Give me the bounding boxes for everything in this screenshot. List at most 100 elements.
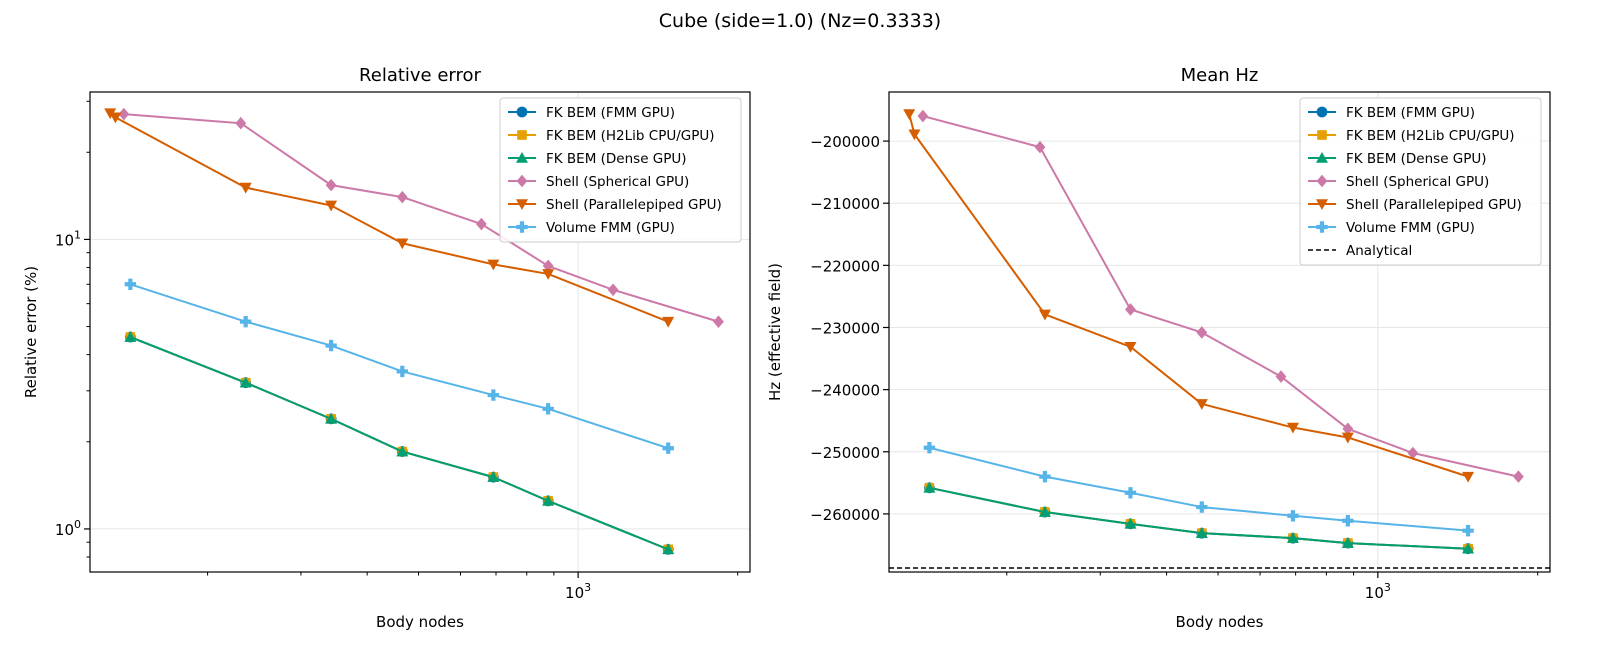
data-point (1341, 537, 1354, 548)
legend-entry: FK BEM (H2Lib CPU/GPU) (508, 128, 715, 144)
data-point (476, 217, 487, 231)
subplot-mean-hz: 103 −200000 −210000 −220000 −230000 −240000 −2… (766, 65, 1551, 631)
x-tick-exponent: 3 (1384, 581, 1391, 594)
legend-marker (1316, 174, 1328, 188)
data-point (396, 365, 409, 378)
data-point (1462, 524, 1474, 537)
y-tick-label: −220000 (810, 257, 880, 275)
legend-label: Shell (Parallelepiped GPU) (546, 197, 722, 213)
series-shell-parallelepiped-gpu (104, 108, 675, 328)
y-tick-label: 100 (55, 518, 81, 539)
data-point (1038, 309, 1051, 321)
data-point (662, 543, 675, 555)
data-point (396, 190, 408, 204)
axes-frame (89, 91, 751, 573)
data-point (1125, 303, 1136, 316)
data-point (1196, 326, 1208, 339)
data-point (325, 339, 337, 352)
series-line (929, 446, 1469, 532)
series-fk-bem-fmm-gpu (924, 482, 1474, 555)
legend-entry: FK BEM (H2Lib CPU/GPU) (1308, 128, 1515, 144)
y-axis-label: Hz (effective field) (766, 263, 784, 401)
data-point (396, 445, 409, 457)
data-point (487, 389, 500, 401)
legend-marker (1316, 106, 1328, 118)
legend-entry: Shell (Spherical GPU) (508, 174, 689, 190)
y-tick-label: −250000 (810, 444, 880, 462)
legend-entry: Volume FMM (GPU) (1308, 220, 1475, 236)
series-shell-parallelepiped-gpu (903, 109, 1475, 483)
data-point (908, 129, 921, 141)
y-tick-exponent: 0 (74, 518, 81, 531)
data-point (542, 259, 554, 273)
data-point (917, 109, 929, 123)
x-tick-label: 103 (1365, 581, 1391, 602)
series-volume-fmm-gpu (124, 278, 674, 454)
data-point (1462, 471, 1475, 483)
legend-label: Shell (Parallelepiped GPU) (1346, 197, 1522, 213)
y-tick-label: 101 (55, 228, 81, 249)
data-point (923, 442, 936, 454)
legend: FK BEM (FMM GPU) FK BEM (H2Lib CPU/GPU) FK… (1299, 97, 1542, 266)
legend-box (1299, 97, 1542, 266)
y-tick-label: −240000 (810, 382, 880, 400)
data-point (239, 182, 252, 194)
data-point (118, 107, 130, 121)
legend-label: FK BEM (Dense GPU) (1346, 151, 1487, 167)
series-fk-bem-h2lib-cpu-gpu (125, 332, 674, 555)
data-point (1513, 470, 1524, 483)
legend-label: Shell (Spherical GPU) (1346, 174, 1489, 190)
data-point (487, 471, 500, 482)
series-fk-bem-dense-gpu (923, 481, 1475, 554)
series-line (929, 486, 1469, 550)
series-shell-spherical-gpu (917, 109, 1524, 483)
subplot-title: Mean Hz (1181, 65, 1259, 86)
data-point (1038, 506, 1051, 517)
series-line (929, 486, 1469, 550)
y-tick-label: −200000 (810, 133, 880, 151)
series-line (109, 112, 669, 323)
legend-entry: FK BEM (FMM GPU) (508, 105, 675, 121)
data-point (1341, 432, 1354, 444)
subplot-title: Relative error (359, 65, 481, 86)
series-line (922, 115, 1519, 478)
data-point (487, 259, 500, 271)
legend-marker (1317, 130, 1327, 140)
y-tick-label: −260000 (810, 506, 880, 524)
data-point (1287, 510, 1299, 522)
series-fk-bem-fmm-gpu (124, 331, 674, 555)
data-point (542, 403, 554, 415)
data-point (1407, 446, 1419, 460)
legend-label: FK BEM (H2Lib CPU/GPU) (546, 128, 715, 144)
series-fk-bem-h2lib-cpu-gpu (924, 483, 1473, 554)
data-point (1124, 487, 1137, 499)
legend-label: FK BEM (FMM GPU) (546, 105, 675, 121)
data-point (903, 109, 916, 121)
legend-label: Shell (Spherical GPU) (546, 174, 689, 190)
data-point (1196, 501, 1208, 513)
data-point (1124, 341, 1137, 353)
data-point (1286, 422, 1299, 434)
legend-entry: FK BEM (Dense GPU) (508, 151, 687, 167)
data-point (1342, 515, 1354, 527)
data-point (1039, 470, 1051, 483)
x-axis-label: Body nodes (376, 613, 464, 631)
x-axis-label: Body nodes (1176, 613, 1264, 631)
legend-marker (517, 130, 527, 140)
series-line (130, 336, 669, 551)
legend-entry: Volume FMM (GPU) (508, 220, 675, 236)
series-line (130, 283, 669, 450)
series-line (929, 486, 1469, 550)
data-point (109, 112, 122, 124)
legend-label: FK BEM (FMM GPU) (1346, 105, 1475, 121)
data-point (542, 269, 555, 280)
data-point (1195, 527, 1208, 538)
legend-entry: FK BEM (FMM GPU) (1308, 105, 1475, 121)
legend-box (499, 97, 742, 243)
legend-marker (1316, 221, 1328, 233)
y-tick-label: −230000 (810, 319, 880, 337)
y-axis-label: Relative error (%) (22, 266, 40, 398)
data-point (1462, 542, 1475, 554)
